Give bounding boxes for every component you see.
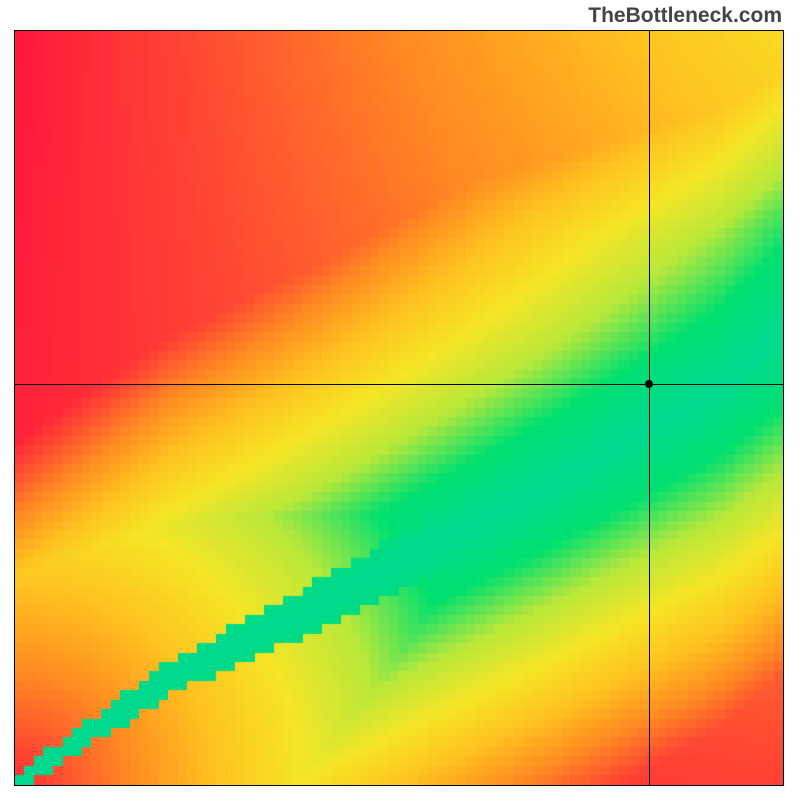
watermark-text: TheBottleneck.com [588,4,782,28]
heatmap-plot [14,30,784,786]
crosshair-marker [645,380,653,388]
crosshair-vertical [649,31,650,785]
crosshair-horizontal [15,384,783,385]
heatmap-canvas [15,31,783,785]
chart-wrapper: TheBottleneck.com [0,0,800,800]
